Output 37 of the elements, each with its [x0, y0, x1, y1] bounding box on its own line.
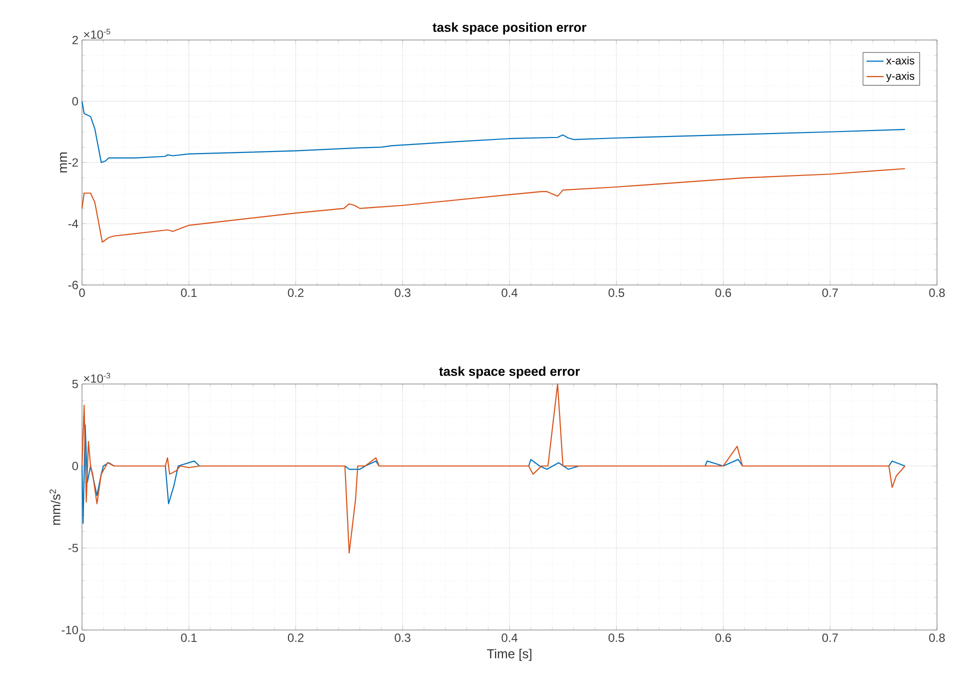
y-axis-title: mm: [60, 152, 67, 172]
x-tick-label: 0.6: [715, 634, 732, 642]
x-tick-label: 0: [79, 634, 85, 642]
x-axis-title: Time [s]: [487, 648, 532, 661]
x-tick-label: 0.2: [288, 634, 304, 642]
y-tick-label: -10: [62, 626, 78, 634]
y-tick-label: -4: [68, 220, 78, 228]
chart-title: task space speed error: [439, 366, 580, 378]
x-tick-label: 0.4: [502, 634, 518, 642]
x-tick-label: 0.8: [929, 288, 945, 297]
x-tick-label: 0.6: [715, 288, 732, 297]
x-tick-label: 0.2: [288, 288, 304, 297]
y-tick-label: -5: [68, 544, 78, 552]
legend-label: y-axis: [886, 72, 914, 82]
x-tick-label: 0.4: [502, 288, 518, 297]
y-tick-label: -6: [68, 280, 78, 290]
y-tick-label: 2: [72, 36, 78, 44]
chart-title: task space position error: [432, 22, 586, 34]
x-tick-label: 0.3: [394, 288, 410, 297]
line-series: [81, 383, 906, 554]
x-tick-label: 0.7: [822, 288, 838, 297]
y-tick-label: -2: [68, 158, 78, 167]
x-tick-label: 0.5: [608, 288, 624, 297]
x-tick-label: 0.5: [608, 634, 624, 642]
x-tick-label: 0.1: [181, 288, 197, 297]
y-axis-title: mm/s$^{2}$: [50, 489, 60, 525]
x-tick-label: 0: [79, 288, 85, 297]
x-tick-label: 0.8: [929, 634, 945, 642]
legend-label: x-axis: [886, 56, 914, 64]
text: ×10$^{-5}$: [84, 28, 110, 39]
y-tick-label: 0: [72, 462, 78, 470]
text: ×10$^{-3}$: [84, 372, 110, 383]
y-tick-label: 5: [72, 380, 78, 388]
x-tick-label: 0.7: [822, 634, 838, 642]
y-tick-label: 0: [72, 97, 78, 106]
x-tick-label: 0.3: [394, 634, 410, 642]
x-tick-label: 0.1: [181, 634, 197, 642]
